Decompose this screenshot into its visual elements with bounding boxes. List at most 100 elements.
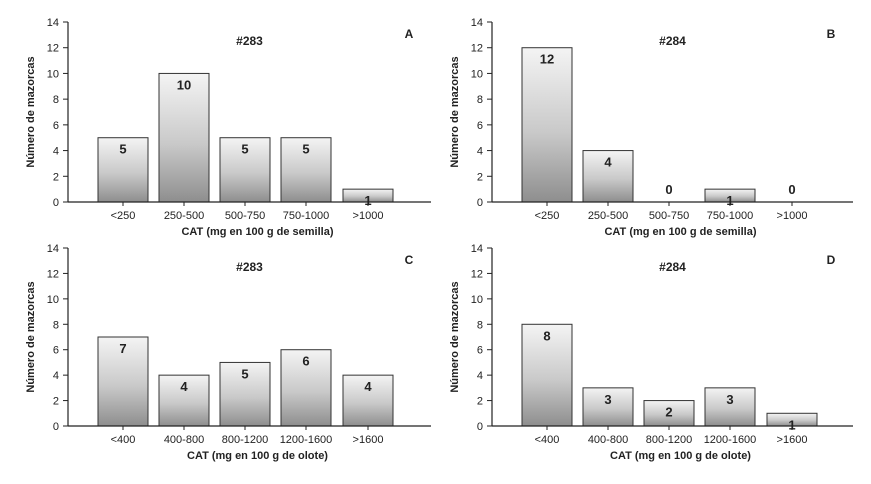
data-label: 5 [302,142,309,157]
x-tick-label: <400 [535,434,560,446]
data-label: 5 [241,366,248,381]
data-label: 0 [665,182,672,197]
x-axis-label: CAT (mg en 100 g de semilla) [181,226,333,238]
panel-letter: B [827,27,836,41]
bar [97,137,149,203]
y-axis-label: Número de mazorcas [25,56,37,167]
y-tick-label: 4 [53,370,59,382]
y-tick-label: 2 [477,396,483,408]
x-tick-label: 750-1000 [707,210,754,222]
y-tick-label: 10 [471,68,483,80]
data-label: 1 [788,417,795,432]
chart-panel-c: 7 4 5 6 4 0 2 4 6 8 10 12 14 <400 400-800 800-1200 1200-… [25,243,431,462]
y-tick-label: 10 [47,68,59,80]
data-label: 6 [302,354,309,369]
y-tick-label: 6 [53,345,59,357]
data-label: 3 [604,392,611,407]
data-label: 0 [788,182,795,197]
y-tick-label: 0 [53,197,59,209]
x-tick-label: 800-1200 [646,434,693,446]
y-tick-label: 14 [47,17,59,29]
y-tick-label: 2 [53,396,59,408]
x-tick-label: 400-800 [164,434,204,446]
y-tick-label: 14 [471,243,483,255]
x-tick-label: <400 [111,434,136,446]
y-tick-label: 2 [53,171,59,183]
y-tick-label: 8 [53,94,59,106]
bar [280,349,332,427]
x-tick-label: 250-500 [164,210,204,222]
data-label: 7 [119,341,126,356]
x-tick-label: <250 [535,210,560,222]
x-tick-label: >1600 [777,434,808,446]
bar [582,150,634,203]
y-tick-label: 4 [53,146,59,158]
y-axis-label: Número de mazorcas [449,281,461,392]
panel-letter: A [405,27,414,41]
y-tick-label: 12 [47,268,59,280]
x-tick-label: 250-500 [588,210,628,222]
data-label: 2 [665,405,672,420]
bar [342,374,394,427]
data-label: 5 [241,142,248,157]
bar [219,137,271,203]
data-label: 5 [119,142,126,157]
data-label: 4 [364,379,372,394]
chart-title: #283 [236,34,263,48]
x-tick-label: <250 [111,210,136,222]
y-tick-label: 4 [477,146,483,158]
x-tick-label: 800-1200 [222,434,269,446]
x-tick-label: 1200-1600 [280,434,333,446]
x-tick-label: >1600 [353,434,384,446]
y-tick-label: 10 [47,294,59,306]
chart-title: #284 [659,260,686,274]
bar [643,400,695,427]
y-tick-label: 0 [477,421,483,433]
data-label: 1 [364,193,371,208]
x-tick-label: >1000 [353,210,384,222]
y-axis-label: Número de mazorcas [25,281,37,392]
y-tick-label: 14 [47,243,59,255]
y-tick-label: 6 [477,345,483,357]
x-tick-label: 400-800 [588,434,628,446]
y-tick-label: 10 [471,294,483,306]
chart-title: #284 [659,34,686,48]
y-tick-label: 2 [477,171,483,183]
x-axis-label: CAT (mg en 100 g de olote) [187,450,328,462]
chart-title: #283 [236,260,263,274]
data-label: 8 [543,328,550,343]
x-tick-label: 500-750 [649,210,689,222]
data-label: 3 [726,392,733,407]
y-tick-label: 14 [471,17,483,29]
y-tick-label: 4 [477,370,483,382]
x-tick-label: 750-1000 [283,210,330,222]
y-tick-label: 6 [477,120,483,132]
data-label: 12 [540,52,554,67]
y-tick-label: 0 [53,421,59,433]
bar [158,374,210,427]
y-tick-label: 12 [47,43,59,55]
data-label: 4 [180,379,188,394]
y-tick-label: 8 [477,319,483,331]
data-label: 10 [177,77,191,92]
x-axis-label: CAT (mg en 100 g de olote) [610,450,751,462]
data-label: 4 [604,155,612,170]
y-tick-label: 8 [53,319,59,331]
bar [97,336,149,427]
bar [521,47,573,203]
y-tick-label: 12 [471,268,483,280]
x-tick-label: >1000 [777,210,808,222]
x-tick-label: 1200-1600 [704,434,757,446]
bar [582,387,634,427]
x-tick-label: 500-750 [225,210,265,222]
bar [704,387,756,427]
y-tick-label: 12 [471,43,483,55]
bar [280,137,332,203]
y-tick-label: 0 [477,197,483,209]
y-tick-label: 8 [477,94,483,106]
